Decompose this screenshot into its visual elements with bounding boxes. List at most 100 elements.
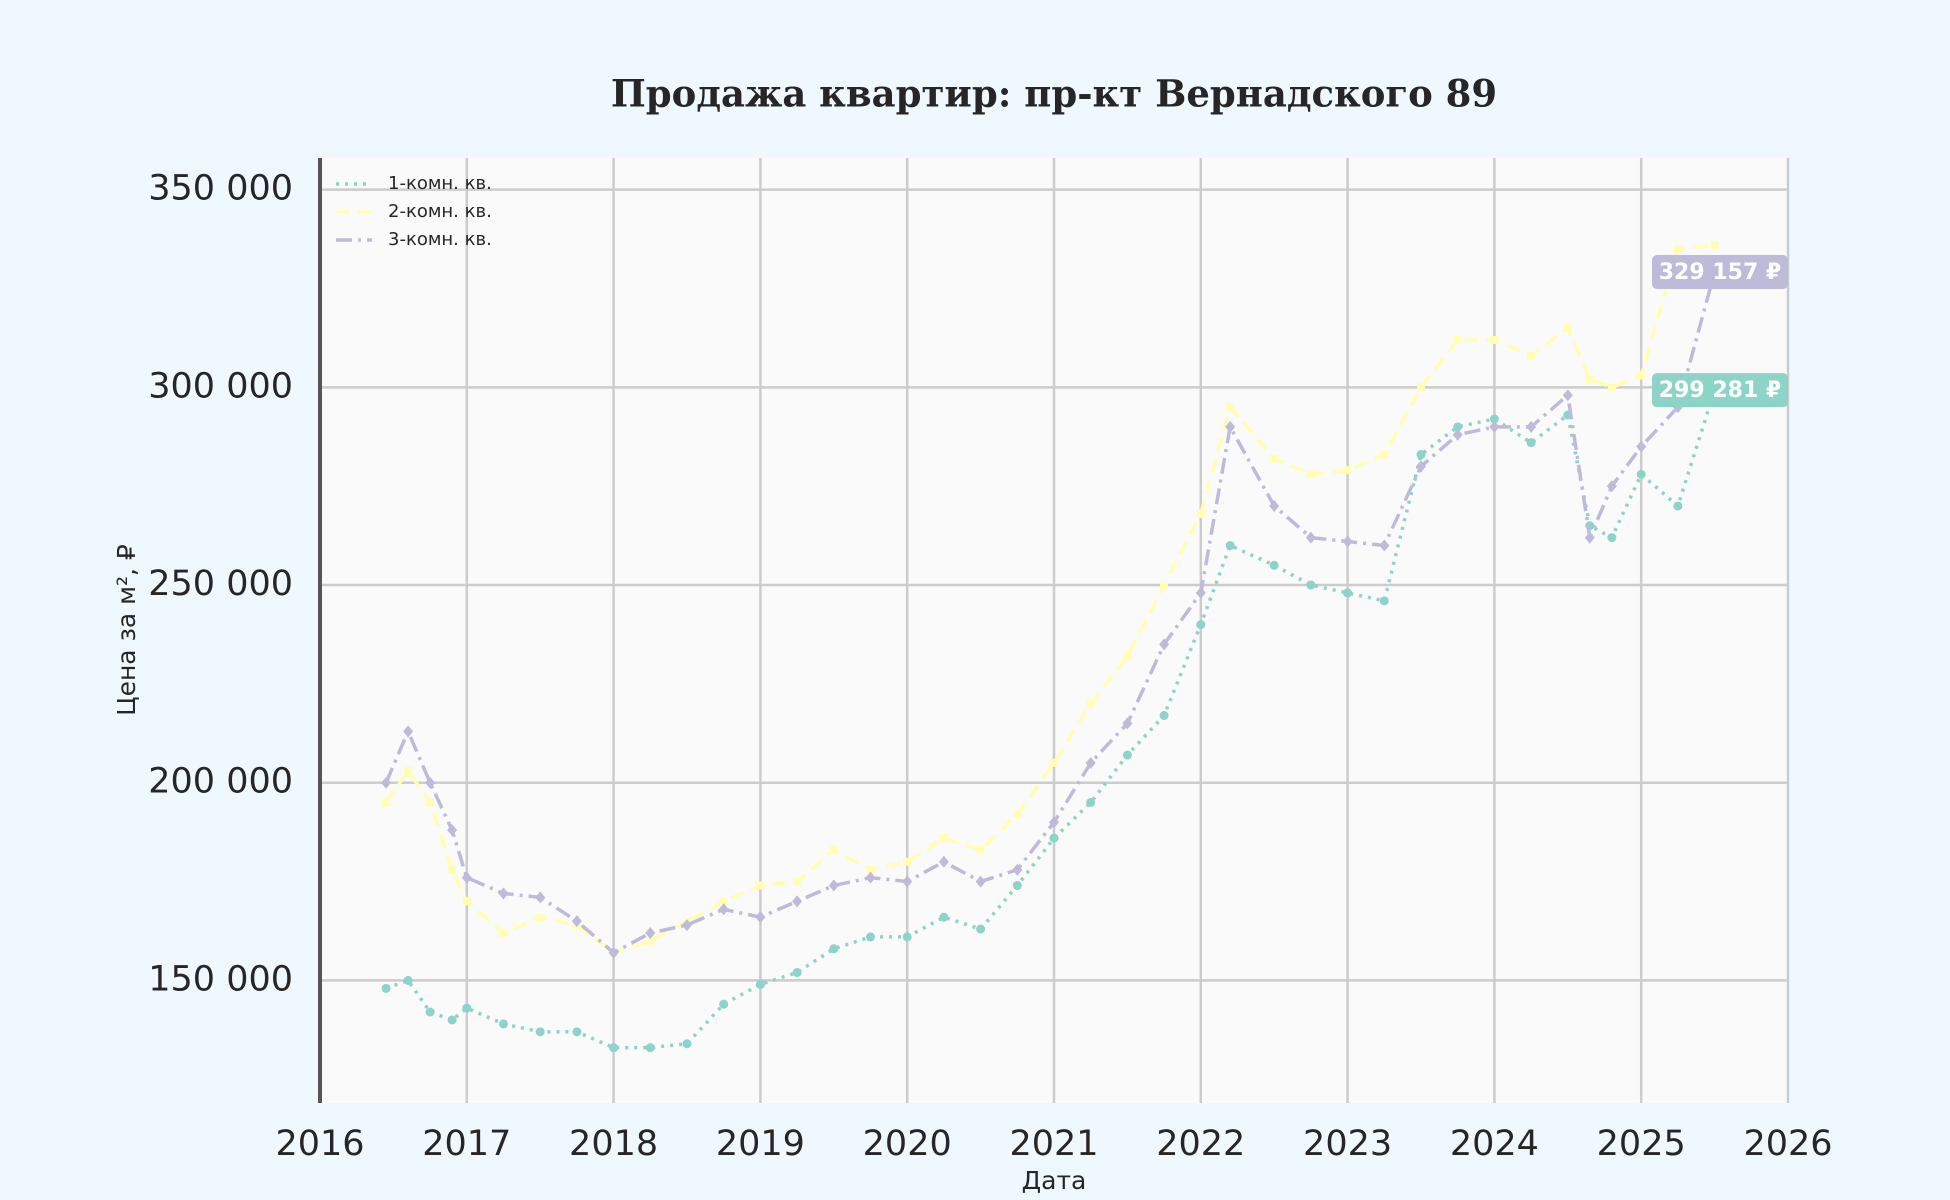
point: [1123, 652, 1132, 661]
point: [976, 845, 985, 854]
point: [1269, 560, 1279, 570]
x-axis-label: Дата: [1022, 1166, 1087, 1195]
point: [448, 865, 457, 874]
point: [1306, 470, 1315, 479]
point: [976, 924, 986, 934]
point: [902, 875, 913, 888]
point: [536, 913, 545, 922]
point: [1452, 428, 1463, 441]
point: [1049, 816, 1059, 829]
point: [1342, 535, 1353, 548]
point: [756, 881, 765, 890]
point: [1636, 469, 1646, 479]
point: [1270, 454, 1279, 463]
point: [1379, 596, 1389, 606]
point: [403, 725, 414, 738]
point: [1122, 750, 1132, 760]
point: [1636, 440, 1647, 453]
point: [865, 871, 876, 884]
point: [829, 845, 838, 854]
point: [1417, 383, 1425, 392]
point: [755, 979, 765, 989]
point: [1584, 531, 1595, 544]
point: [975, 875, 986, 888]
point: [425, 776, 436, 789]
point: [1607, 533, 1617, 543]
point: [1086, 797, 1096, 807]
point: [1453, 422, 1463, 432]
point: [718, 903, 729, 916]
end-label-text: 299 281 ₽: [1659, 378, 1781, 403]
point: [645, 926, 656, 939]
point: [1526, 438, 1536, 448]
end-label: 299 281 ₽: [1652, 373, 1788, 408]
point: [1453, 335, 1462, 344]
point: [938, 855, 949, 868]
point: [719, 897, 728, 906]
point: [609, 1043, 619, 1053]
point: [498, 887, 509, 900]
point: [1416, 450, 1426, 460]
x-tick-label: 2017: [422, 1124, 511, 1164]
point: [535, 891, 546, 904]
point: [381, 983, 391, 993]
point: [1416, 460, 1426, 473]
point: [939, 912, 949, 922]
point: [1637, 371, 1646, 380]
point: [1196, 620, 1206, 630]
series-line: [384, 271, 1717, 955]
legend-text: 1-комн. кв.: [388, 173, 492, 194]
point: [1490, 335, 1499, 344]
point: [462, 1003, 472, 1013]
point: [1085, 756, 1096, 769]
point: [1489, 420, 1500, 433]
point: [403, 975, 413, 985]
point: [462, 897, 471, 906]
point: [1563, 324, 1572, 333]
point: [1380, 450, 1389, 459]
point: [1607, 383, 1616, 392]
point: [608, 946, 619, 959]
point: [1159, 638, 1170, 651]
point: [1012, 881, 1022, 891]
point: [1122, 717, 1133, 730]
point: [866, 932, 875, 942]
point: [1673, 501, 1683, 511]
series-line: [385, 389, 1717, 1050]
point: [1343, 588, 1353, 598]
point: [461, 871, 472, 884]
y-tick-label: 150 000: [148, 959, 293, 999]
point: [447, 824, 458, 837]
x-tick-label: 2021: [1009, 1124, 1098, 1164]
point: [572, 1027, 582, 1037]
point: [645, 1043, 655, 1053]
point: [646, 936, 655, 945]
point: [1226, 403, 1235, 412]
point: [1343, 466, 1352, 475]
end-label-text: 329 157 ₽: [1659, 260, 1781, 285]
y-tick-label: 250 000: [148, 564, 293, 604]
point: [571, 915, 582, 928]
point: [1269, 499, 1280, 512]
point: [1606, 480, 1617, 493]
x-tick-label: 2026: [1743, 1124, 1832, 1164]
x-tick-label: 2023: [1303, 1124, 1392, 1164]
point: [939, 834, 948, 843]
x-tick-label: 2025: [1597, 1124, 1686, 1164]
point: [1306, 580, 1316, 590]
point: [1305, 531, 1316, 544]
point: [499, 928, 508, 937]
y-tick-label: 300 000: [148, 366, 293, 406]
point: [719, 999, 729, 1009]
legend-text: 3-комн. кв.: [388, 229, 492, 250]
point: [792, 968, 802, 978]
point: [1196, 509, 1205, 518]
point: [1526, 420, 1537, 433]
x-tick-label: 2024: [1450, 1124, 1539, 1164]
point: [535, 1027, 545, 1037]
point: [828, 879, 839, 892]
chart-title: Продажа квартир: пр-кт Вернадского 89: [611, 72, 1497, 116]
x-tick-label: 2019: [716, 1124, 805, 1164]
x-tick-label: 2020: [863, 1124, 952, 1164]
